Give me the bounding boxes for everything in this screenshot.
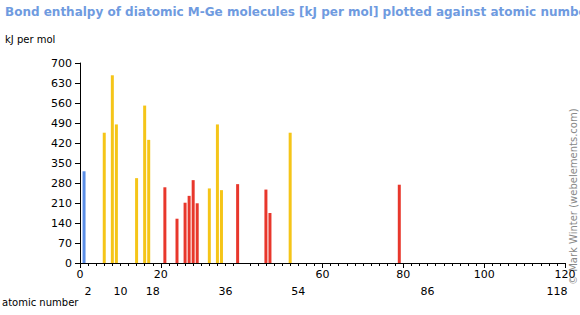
svg-text:60: 60 (316, 268, 330, 281)
svg-text:210: 210 (51, 197, 72, 210)
svg-text:490: 490 (51, 117, 72, 130)
svg-text:atomic number: atomic number (2, 297, 79, 308)
svg-text:100: 100 (474, 268, 495, 281)
svg-text:420: 420 (51, 137, 72, 150)
svg-text:2: 2 (85, 285, 92, 298)
svg-text:280: 280 (51, 177, 72, 190)
svg-text:70: 70 (58, 237, 72, 250)
svg-text:0: 0 (77, 268, 84, 281)
svg-text:© Mark Winter (webelements.com: © Mark Winter (webelements.com) (568, 108, 579, 285)
svg-text:Bond enthalpy of diatomic M-Ge: Bond enthalpy of diatomic M-Ge molecules… (5, 5, 580, 19)
svg-text:350: 350 (51, 157, 72, 170)
svg-text:18: 18 (146, 285, 160, 298)
svg-text:80: 80 (396, 268, 410, 281)
svg-text:36: 36 (219, 285, 233, 298)
svg-text:20: 20 (154, 268, 168, 281)
svg-text:10: 10 (113, 285, 127, 298)
svg-text:140: 140 (51, 217, 72, 230)
svg-text:630: 630 (51, 77, 72, 90)
svg-text:700: 700 (51, 57, 72, 70)
svg-text:kJ per mol: kJ per mol (5, 34, 55, 45)
svg-text:120: 120 (555, 268, 576, 281)
svg-text:0: 0 (65, 257, 72, 270)
svg-text:560: 560 (51, 97, 72, 110)
svg-text:118: 118 (546, 285, 567, 298)
svg-text:86: 86 (421, 285, 435, 298)
svg-text:54: 54 (291, 285, 305, 298)
